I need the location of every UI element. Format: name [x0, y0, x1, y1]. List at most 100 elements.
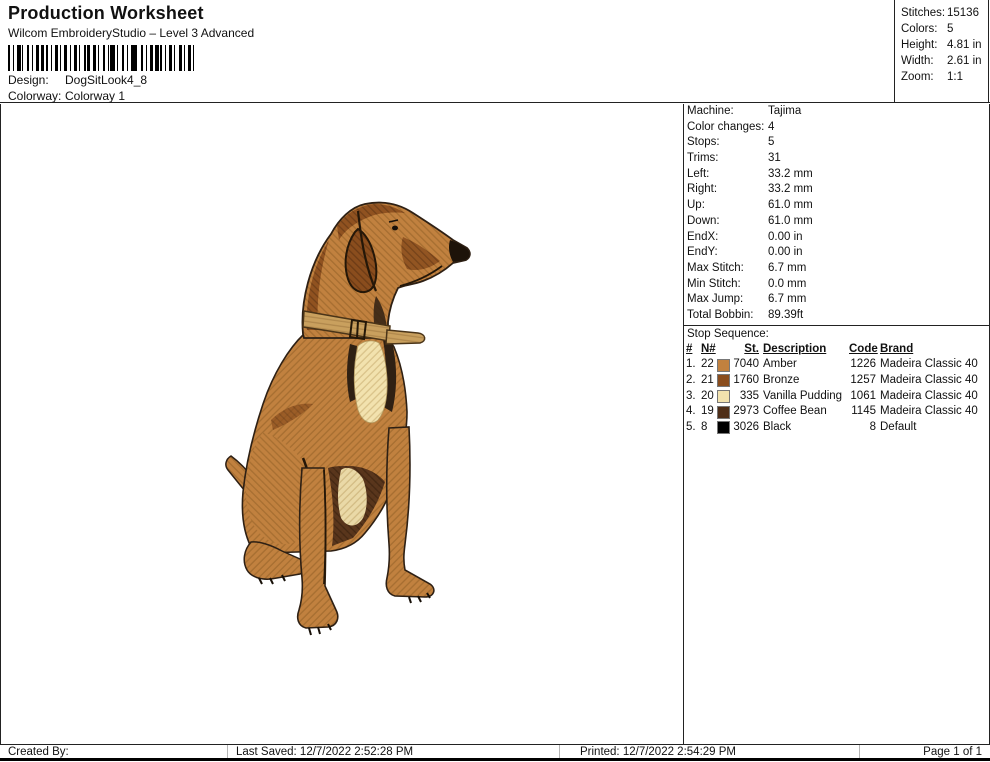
- summary-value: 15136: [947, 7, 979, 19]
- stop-sequence-title: Stop Sequence:: [687, 327, 769, 340]
- machine-label: Stops:: [687, 136, 720, 149]
- thread-needle: 21: [701, 374, 714, 386]
- thread-description: Amber: [763, 358, 797, 371]
- thread-description: Coffee Bean: [763, 405, 827, 418]
- design-value: DogSitLook4_8: [65, 73, 148, 87]
- machine-row: Machine: Tajima: [684, 104, 989, 120]
- barcode-icon: [8, 45, 196, 71]
- machine-value: 61.0 mm: [768, 199, 813, 212]
- software-subtitle: Wilcom EmbroideryStudio – Level 3 Advanc…: [8, 26, 255, 40]
- page-title: Production Worksheet: [8, 3, 204, 23]
- summary-box: Stitches: 15136 Colors: 5 Height: 4.81 in W…: [894, 0, 989, 103]
- summary-row-zoom: Zoom: 1:1: [895, 69, 988, 85]
- thread-description: Black: [763, 421, 792, 434]
- thread-code: 1061: [850, 389, 876, 402]
- thread-brand: Madeira Classic 40: [880, 405, 978, 418]
- machine-row: Trims: 31: [684, 151, 989, 167]
- thread-stitch: 335: [739, 389, 759, 402]
- machine-row: Total Bobbin: 89.39ft: [684, 308, 989, 324]
- machine-value: Tajima: [768, 105, 802, 117]
- thread-brand: Default: [880, 421, 917, 434]
- thread-needle: 19: [701, 405, 714, 418]
- machine-label: Right:: [687, 183, 718, 196]
- dog-embroidery-image: [225, 201, 471, 636]
- summary-value: 5: [947, 23, 954, 35]
- machine-value: 33.2 mm: [768, 167, 813, 180]
- thread-stitch: 1760: [733, 374, 759, 386]
- thread-brand: Madeira Classic 40: [880, 374, 978, 386]
- summary-label: Width:: [901, 55, 934, 67]
- summary-row-width: Width: 2.61 in: [895, 53, 988, 69]
- machine-value: 31: [768, 152, 781, 165]
- machine-label: Min Stitch:: [687, 277, 741, 290]
- design-preview-area: [0, 104, 683, 744]
- machine-label: Machine:: [687, 105, 734, 117]
- machine-value: 0.0 mm: [768, 277, 807, 290]
- footer: Created By: Last Saved: 12/7/2022 2:52:2…: [0, 744, 990, 759]
- thread-row: 4. 19 2973 Coffee Bean 1145 Madeira Clas…: [684, 404, 989, 420]
- summary-label: Height:: [901, 39, 938, 51]
- machine-row: EndY: 0.00 in: [684, 245, 989, 261]
- col-brand: Brand: [880, 342, 914, 355]
- machine-row: Up: 61.0 mm: [684, 198, 989, 214]
- thread-code: 1145: [851, 405, 876, 418]
- thread-needle: 22: [701, 358, 714, 371]
- summary-value: 4.81 in: [947, 39, 982, 51]
- summary-label: Colors:: [901, 23, 938, 35]
- machine-value: 0.00 in: [768, 246, 803, 259]
- machine-value: 33.2 mm: [768, 183, 813, 196]
- footer-last-saved: Last Saved: 12/7/2022 2:52:28 PM: [228, 745, 560, 759]
- footer-printed: Printed: 12/7/2022 2:54:29 PM: [560, 745, 860, 759]
- thread-num: 2.: [686, 374, 696, 386]
- thread-description: Bronze: [763, 374, 800, 386]
- machine-row: Max Jump: 6.7 mm: [684, 292, 989, 308]
- thread-num: 1.: [686, 358, 696, 371]
- machine-label: Down:: [687, 214, 720, 227]
- thread-row: 1. 22 7040 Amber 1226 Madeira Classic 40: [684, 357, 989, 373]
- stop-sequence-header-row: # N# St. Description Code Brand: [684, 342, 989, 358]
- summary-value: 2.61 in: [947, 55, 982, 67]
- machine-row: Down: 61.0 mm: [684, 214, 989, 230]
- machine-label: Max Jump:: [687, 293, 744, 306]
- machine-row: Right: 33.2 mm: [684, 182, 989, 198]
- thread-num: 4.: [686, 405, 696, 418]
- machine-value: 6.7 mm: [768, 261, 807, 274]
- machine-row: Left: 33.2 mm: [684, 167, 989, 183]
- footer-page-number: Page 1 of 1: [923, 746, 982, 758]
- machine-row: Color changes: 4: [684, 120, 989, 136]
- machine-row: Stops: 5: [684, 135, 989, 151]
- summary-row-colors: Colors: 5: [895, 21, 988, 37]
- machine-label: Up:: [687, 199, 705, 212]
- stop-sequence-divider: [684, 324, 989, 326]
- thread-stitch: 3026: [733, 421, 759, 434]
- thread-code: 1257: [850, 374, 876, 386]
- thread-stitch: 7040: [733, 358, 759, 371]
- footer-bottom-rule: [0, 758, 990, 761]
- thread-num: 3.: [686, 389, 696, 402]
- thread-num: 5.: [686, 421, 696, 434]
- machine-row: Max Stitch: 6.7 mm: [684, 261, 989, 277]
- machine-value: 4: [768, 120, 775, 133]
- thread-row: 5. 8 3026 Black 8 Default: [684, 420, 989, 436]
- machine-label: EndY:: [687, 246, 718, 259]
- summary-row-height: Height: 4.81 in: [895, 37, 988, 53]
- summary-value: 1:1: [947, 71, 963, 83]
- thread-row: 2. 21 1760 Bronze 1257 Madeira Classic 4…: [684, 373, 989, 389]
- thread-code: 8: [869, 421, 876, 434]
- colorway-value: Colorway 1: [65, 89, 126, 103]
- thread-code: 1226: [850, 358, 876, 371]
- thread-stitch: 2973: [733, 405, 759, 418]
- thread-brand: Madeira Classic 40: [880, 358, 978, 371]
- thread-color-swatch: [717, 390, 730, 404]
- machine-row: EndX: 0.00 in: [684, 230, 989, 246]
- design-label: Design:: [8, 73, 49, 87]
- machine-label: EndX:: [687, 230, 719, 243]
- col-num: #: [686, 342, 693, 355]
- col-needle: N#: [701, 342, 716, 355]
- thread-color-swatch: [717, 358, 730, 372]
- summary-row-stitches: Stitches: 15136: [895, 5, 988, 21]
- machine-label: Max Stitch:: [687, 261, 744, 274]
- machine-value: 0.00 in: [768, 230, 803, 243]
- machine-value: 61.0 mm: [768, 214, 813, 227]
